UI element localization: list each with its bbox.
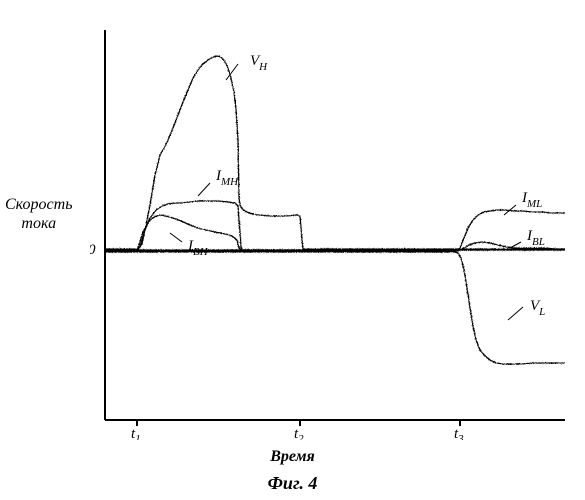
y-axis-label-line2: тока [21,215,56,232]
trace-IMH [105,201,565,250]
series-labels: VH IMH IBH IML IBL VL [170,53,545,320]
figure-container: Скорость тока 0 [0,0,585,500]
x-tick-t2: t2 [294,426,304,440]
x-tick-t3: t3 [454,426,464,440]
figure-caption: Фиг. 4 [0,473,585,494]
x-axis-label: Время [0,448,585,466]
chart-svg: 0 VH IMH IBH IML IBL VL t1 t2 t3 [90,20,570,440]
trace-VL [105,252,565,364]
leader-IBH [170,233,182,242]
traces [105,56,565,364]
leader-VL [508,307,523,320]
y-axis-label: Скорость тока [5,195,72,233]
series-label-IML: IML [521,190,542,210]
axes [105,30,565,426]
series-label-VH: VH [250,53,268,73]
leader-IBL [510,242,521,248]
x-tick-t1: t1 [131,426,141,440]
leader-IMH [198,183,210,196]
zero-marker: 0 [90,242,96,258]
x-tick-labels: t1 t2 t3 [131,426,464,440]
trace-VH [105,56,565,249]
series-label-IBL: IBL [526,228,545,248]
series-label-IMH: IMH [215,168,239,188]
series-label-IBH: IBH [187,238,209,258]
y-axis-label-line1: Скорость [5,196,72,213]
series-label-VL: VL [530,298,545,318]
